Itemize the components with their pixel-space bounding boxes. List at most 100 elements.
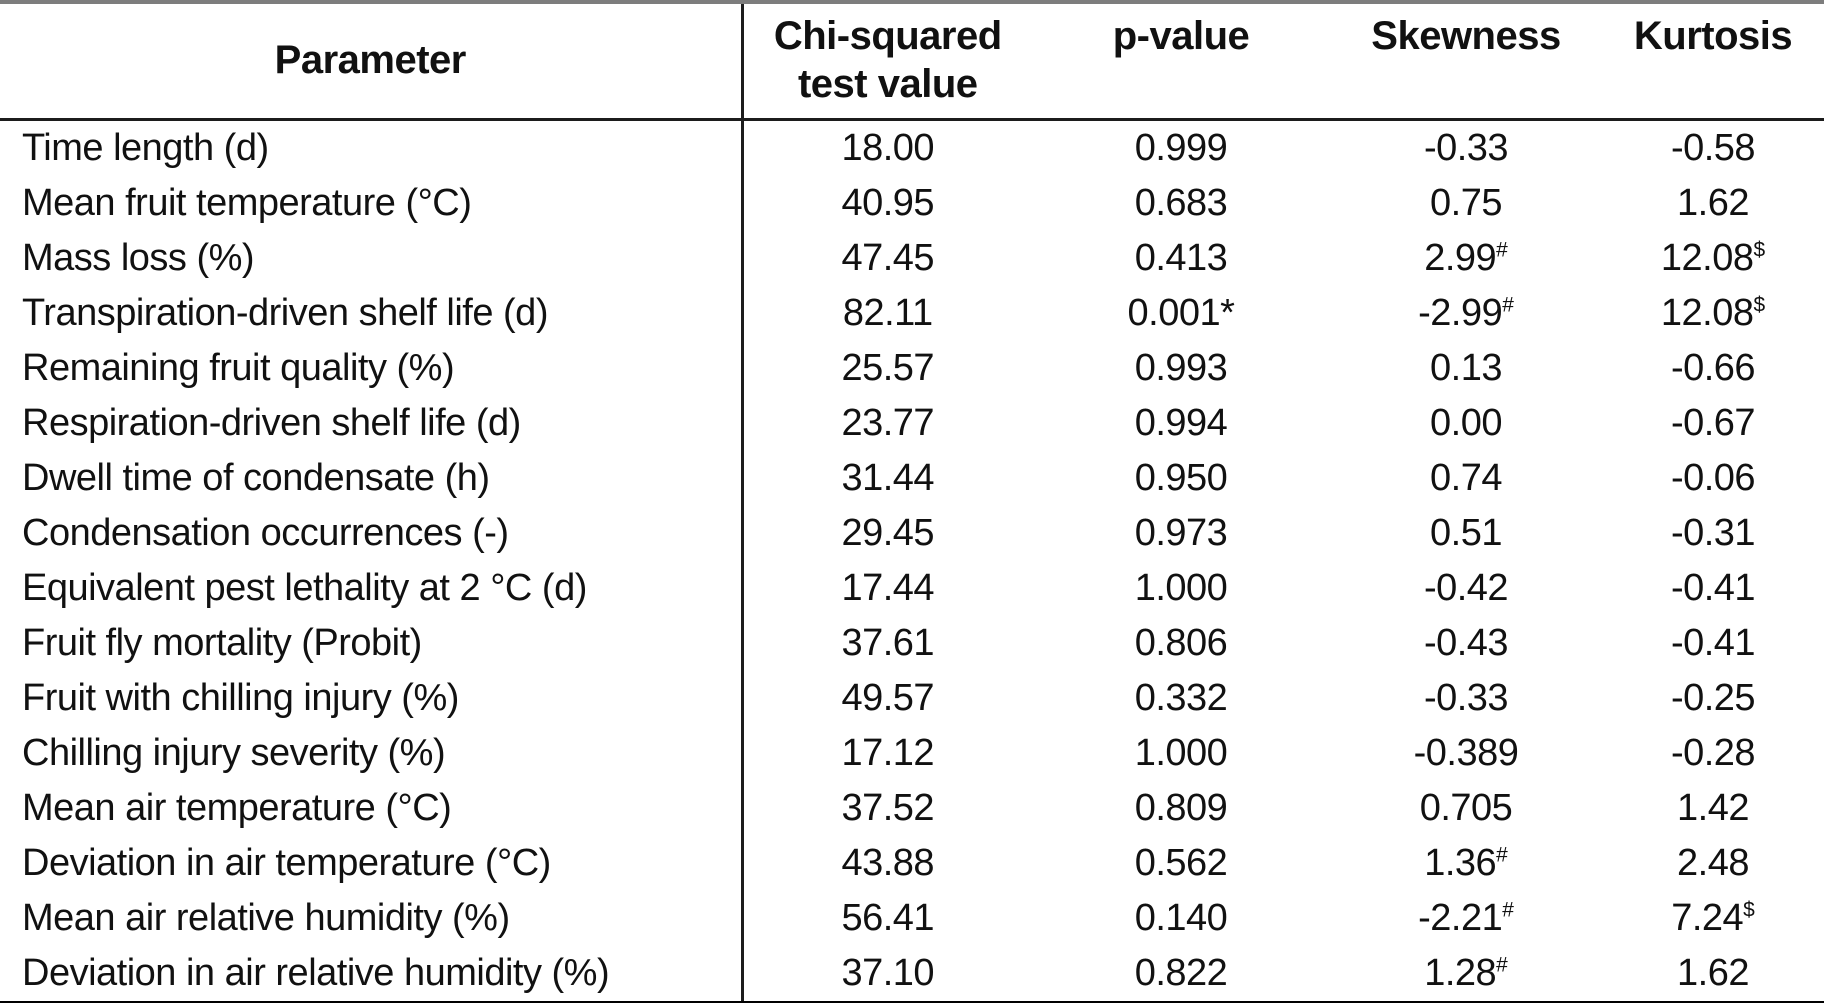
value-cell: 12.08$ — [1660, 292, 1766, 334]
value-cell: 23.77 — [841, 402, 935, 444]
table-row: Mean fruit temperature (°C) 40.95 0.683 0.7… — [0, 176, 1824, 231]
value-cell: 25.57 — [841, 347, 935, 389]
value-cell: -0.33 — [1423, 677, 1509, 719]
parameter-cell: Transpiration-driven shelf life (d) — [0, 286, 744, 341]
value-cell: 2.99# — [1424, 237, 1508, 279]
table-row: Respiration-driven shelf life (d) 23.77 0.… — [0, 396, 1824, 451]
value-cell: 47.45 — [841, 237, 935, 279]
value-cell: 37.61 — [841, 622, 935, 664]
table-row: Condensation occurrences (-) 29.45 0.973 0.… — [0, 506, 1824, 561]
value-cell: 43.88 — [841, 842, 935, 884]
value-cell: 0.75 — [1430, 182, 1502, 224]
value-cell: -2.21# — [1418, 897, 1514, 939]
footnote-marker: # — [1496, 953, 1508, 977]
value-cell: 1.42 — [1677, 787, 1749, 829]
value-cell: -0.67 — [1670, 402, 1756, 444]
parameter-cell: Fruit fly mortality (Probit) — [0, 616, 744, 671]
parameter-cell: Respiration-driven shelf life (d) — [0, 396, 744, 451]
value-cell: -0.06 — [1670, 457, 1756, 499]
value-cell: 0.51 — [1430, 512, 1502, 554]
value-cell: -0.41 — [1670, 567, 1756, 609]
parameter-cell: Time length (d) — [0, 119, 744, 176]
value-cell: -0.66 — [1670, 347, 1756, 389]
value-cell: 0.822 — [1134, 952, 1228, 994]
value-cell: 0.562 — [1134, 842, 1228, 884]
value-cell: 0.13 — [1430, 347, 1502, 389]
parameter-cell: Dwell time of condensate (h) — [0, 451, 744, 506]
table-row: Mean air temperature (°C) 37.52 0.809 0.705… — [0, 781, 1824, 836]
value-cell: 37.10 — [841, 952, 935, 994]
value-cell: 12.08$ — [1660, 237, 1766, 279]
value-cell: -0.33 — [1423, 127, 1509, 169]
value-cell: -0.43 — [1423, 622, 1509, 664]
table-body: Time length (d) 18.00 0.999 -0.33 -0.58 Mean … — [0, 119, 1824, 1003]
value-cell: 0.332 — [1134, 677, 1228, 719]
value-cell: -0.42 — [1423, 567, 1509, 609]
parameter-cell: Fruit with chilling injury (%) — [0, 671, 744, 726]
table-row: Fruit with chilling injury (%) 49.57 0.332… — [0, 671, 1824, 726]
header-row: Parameter Chi-squared test value p-value… — [0, 2, 1824, 121]
footnote-marker: $ — [1753, 238, 1766, 262]
table-row: Deviation in air relative humidity (%) 37… — [0, 946, 1824, 1003]
table-row: Equivalent pest lethality at 2 °C (d) 17.… — [0, 561, 1824, 616]
value-cell: 17.12 — [841, 732, 935, 774]
value-cell: 0.00 — [1430, 402, 1502, 444]
value-cell: 0.809 — [1134, 787, 1228, 829]
parameter-cell: Mean air relative humidity (%) — [0, 891, 744, 946]
value-cell: 1.28# — [1424, 952, 1508, 994]
value-cell: 1.62 — [1677, 182, 1749, 224]
value-cell: 49.57 — [841, 677, 935, 719]
table-row: Chilling injury severity (%) 17.12 1.000 -0… — [0, 726, 1824, 781]
value-cell: 82.11 — [842, 292, 933, 334]
parameter-cell: Chilling injury severity (%) — [0, 726, 744, 781]
value-cell: 37.52 — [841, 787, 935, 829]
table-row: Remaining fruit quality (%) 25.57 0.993 0.1… — [0, 341, 1824, 396]
parameter-cell: Remaining fruit quality (%) — [0, 341, 744, 396]
value-cell: 0.993 — [1134, 347, 1228, 389]
parameter-cell: Equivalent pest lethality at 2 °C (d) — [0, 561, 744, 616]
footnote-marker: # — [1496, 843, 1508, 867]
table-row: Mass loss (%) 47.45 0.413 2.99# 12.08$ — [0, 231, 1824, 286]
value-cell: 7.24$ — [1671, 897, 1755, 939]
value-cell: -0.41 — [1670, 622, 1756, 664]
value-cell: 17.44 — [841, 567, 935, 609]
footnote-marker: # — [1496, 238, 1508, 262]
value-cell: 56.41 — [841, 897, 935, 939]
value-cell: 2.48 — [1677, 842, 1749, 884]
value-cell: -0.28 — [1670, 732, 1756, 774]
value-cell: 0.973 — [1134, 512, 1228, 554]
col-header-skewness: Skewness — [1330, 2, 1602, 121]
value-cell: -2.99# — [1418, 292, 1514, 334]
footnote-marker: # — [1502, 898, 1514, 922]
value-cell: 1.000 — [1134, 732, 1228, 774]
footnote-marker: $ — [1743, 898, 1755, 922]
value-cell: 0.806 — [1134, 622, 1228, 664]
footnote-marker: # — [1502, 293, 1514, 317]
value-cell: 0.994 — [1134, 402, 1228, 444]
parameter-cell: Mean fruit temperature (°C) — [0, 176, 744, 231]
value-cell: 0.999 — [1134, 127, 1228, 169]
parameter-cell: Deviation in air relative humidity (%) — [0, 946, 744, 1003]
value-cell: 18.00 — [841, 127, 935, 169]
table-row: Fruit fly mortality (Probit) 37.61 0.806 -0… — [0, 616, 1824, 671]
value-cell: 0.74 — [1430, 457, 1502, 499]
footnote-marker: $ — [1753, 293, 1766, 317]
value-cell: 1.62 — [1677, 952, 1749, 994]
value-cell: -0.31 — [1670, 512, 1756, 554]
table-row: Transpiration-driven shelf life (d) 82.11… — [0, 286, 1824, 341]
value-cell: -0.389 — [1413, 732, 1519, 774]
value-cell: 1.36# — [1424, 842, 1508, 884]
value-cell: 0.140 — [1134, 897, 1228, 939]
parameter-cell: Mean air temperature (°C) — [0, 781, 744, 836]
value-cell: 0.950 — [1134, 457, 1228, 499]
value-cell: 0.413 — [1134, 237, 1228, 279]
value-cell: -0.25 — [1670, 677, 1756, 719]
value-cell: 0.001* — [1127, 292, 1235, 334]
parameter-cell: Condensation occurrences (-) — [0, 506, 744, 561]
value-cell: -0.58 — [1670, 127, 1756, 169]
col-header-parameter: Parameter — [0, 2, 744, 121]
table-row: Dwell time of condensate (h) 31.44 0.950 0.… — [0, 451, 1824, 506]
col-header-p-value: p-value — [1032, 2, 1330, 121]
